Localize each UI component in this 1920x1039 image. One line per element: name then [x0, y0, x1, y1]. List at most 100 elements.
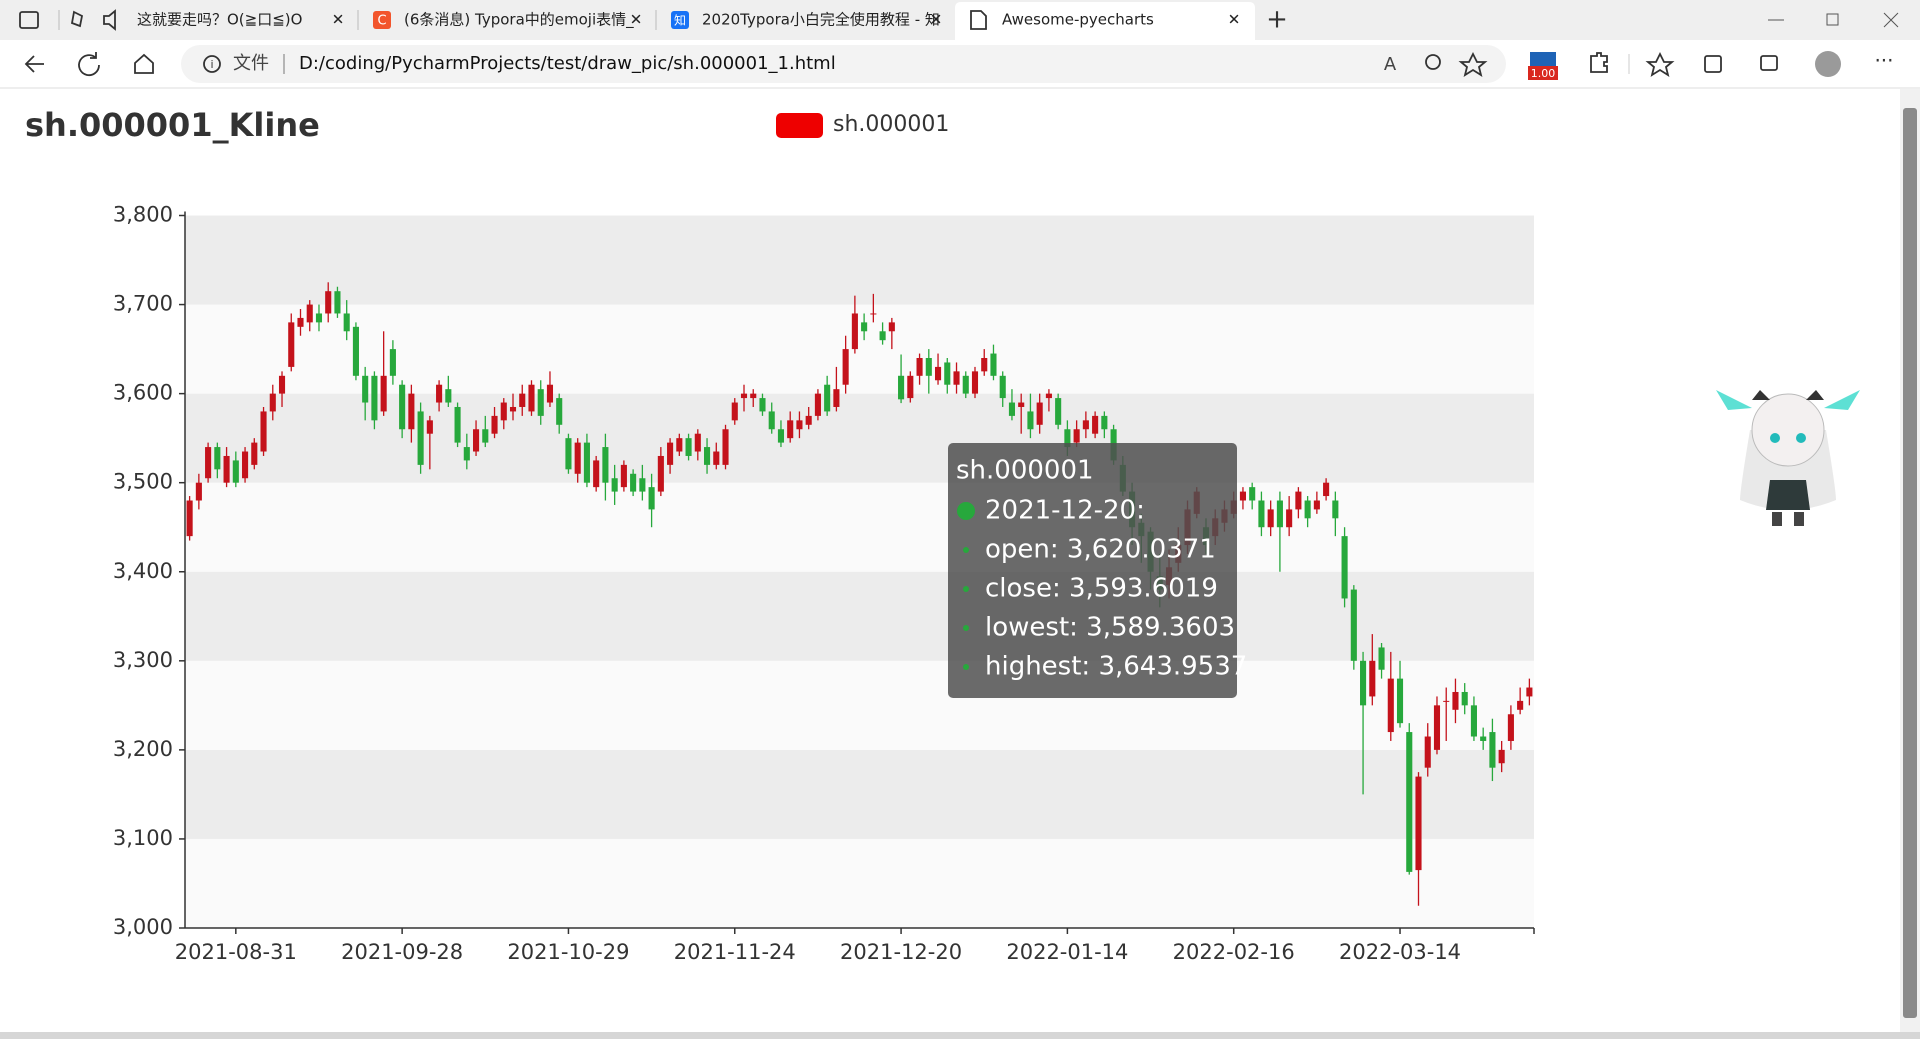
extension-badge: [1528, 66, 1558, 80]
candle-body: [833, 389, 840, 407]
candle-body: [648, 487, 655, 510]
candle-body: [1008, 402, 1016, 416]
candle-body: [814, 393, 821, 416]
candle-body: [1470, 705, 1477, 737]
candle-body: [740, 393, 748, 399]
back-button[interactable]: [24, 55, 44, 73]
candle-body: [639, 478, 646, 492]
candle-body: [630, 473, 637, 492]
candle-body: [1369, 660, 1376, 697]
candle-body: [297, 317, 304, 327]
new-tab[interactable]: +: [1266, 5, 1288, 35]
tab-title: Awesome-pyecharts: [1002, 11, 1154, 29]
tab-close[interactable]: ✕: [930, 11, 943, 29]
candle-body: [1323, 482, 1330, 497]
y-tick-label: 3,700: [113, 292, 173, 316]
tab-title: 2020Typora小白完全使用教程 - 知: [702, 11, 940, 29]
candle-body: [399, 384, 406, 430]
grid-band: [185, 838, 1534, 928]
candle-body: [750, 393, 757, 399]
candle-body: [611, 478, 618, 492]
tab-icon-letter: C: [377, 14, 386, 29]
site-info-icon[interactable]: [203, 55, 221, 73]
tab[interactable]: 知 2020Typora小白完全使用教程 - 知 ✕: [671, 11, 942, 30]
tab-close[interactable]: ✕: [1228, 11, 1241, 29]
tooltip-box: [948, 443, 1237, 698]
grid-band: [185, 571, 1534, 661]
read-aloud[interactable]: A: [1384, 54, 1397, 75]
restore[interactable]: [1826, 13, 1839, 26]
candle-body: [1350, 589, 1357, 661]
tab-icon: [671, 11, 689, 29]
collections-button[interactable]: [1704, 55, 1722, 73]
candle-body: [759, 398, 766, 412]
candle-body: [944, 362, 951, 385]
x-tick-label: 2022-03-14: [1339, 940, 1461, 964]
candle-body: [676, 438, 683, 452]
candle-body: [325, 291, 332, 314]
candle-body: [694, 433, 701, 452]
site-info-glyph: i: [210, 58, 213, 71]
tab-title: (6条消息) Typora中的emoji表情_: [404, 11, 634, 30]
y-tick-label: 3,200: [113, 737, 173, 761]
scrollbar-thumb[interactable]: [1903, 108, 1917, 1018]
candle-body: [1415, 776, 1422, 871]
candle-body: [657, 455, 664, 492]
candle-body: [602, 447, 609, 483]
candle-body: [1249, 487, 1256, 501]
candle-body: [722, 429, 729, 465]
candle-body: [981, 358, 988, 372]
audio-icon[interactable]: [103, 9, 116, 31]
candle-body: [824, 384, 831, 412]
tab-title: 这就要走吗？O(≧口≦)O: [137, 11, 302, 29]
tab[interactable]: C (6条消息) Typora中的emoji表情_ ✕: [373, 11, 642, 30]
candle-body: [879, 331, 886, 341]
favorite-button[interactable]: [1458, 51, 1488, 77]
candle-body: [888, 322, 895, 332]
candle-body: [1045, 393, 1052, 399]
tab-close[interactable]: ✕: [332, 11, 345, 29]
home-button[interactable]: [134, 53, 154, 74]
candle-body: [519, 393, 526, 407]
chart: sh.000001_Kline 3,000 3,100 3,200 3,300 3,40…: [25, 106, 1535, 964]
more-menu[interactable]: ···: [1874, 49, 1893, 73]
url[interactable]: D:/coding/PycharmProjects/test/draw_pic/…: [299, 53, 836, 74]
mascot[interactable]: [1716, 390, 1860, 526]
y-tick-label: 3,400: [113, 559, 173, 583]
x-tick-label: 2022-02-16: [1173, 940, 1295, 964]
candle-body: [1396, 678, 1404, 724]
candle-body: [861, 322, 868, 332]
extensions-button[interactable]: [1590, 52, 1608, 73]
tab-actions[interactable]: [19, 11, 39, 29]
candle-body: [768, 411, 775, 430]
tab-active[interactable]: Awesome-pyecharts ✕: [955, 2, 1255, 40]
status-strip: [0, 1032, 1920, 1039]
candle-body: [408, 393, 415, 430]
tab-background: [955, 2, 1255, 40]
candle-body: [685, 438, 692, 456]
candle-body: [454, 406, 461, 443]
profile-avatar[interactable]: [1815, 51, 1841, 77]
tooltip-item: open: 3,620.0371: [985, 535, 1216, 565]
zoom-icon[interactable]: [1425, 54, 1441, 70]
candle-body: [260, 411, 267, 452]
grid-band: [185, 393, 1534, 483]
candle-body: [242, 451, 249, 479]
candle-body: [528, 384, 535, 412]
tab-close[interactable]: ✕: [630, 11, 643, 29]
favorites-button[interactable]: [1645, 51, 1675, 77]
candle-body: [907, 375, 914, 399]
candle-body: [1082, 420, 1089, 430]
address-bar[interactable]: [181, 45, 1506, 83]
tooltip-bullet: [963, 547, 969, 553]
extension-icon[interactable]: [1530, 52, 1556, 68]
share-button[interactable]: [1760, 55, 1778, 71]
close-window[interactable]: [1883, 12, 1899, 28]
candle-body: [953, 371, 960, 385]
candle-body: [334, 291, 341, 314]
reload-button[interactable]: [78, 52, 100, 77]
grid-band: [185, 215, 1534, 305]
tab[interactable]: 这就要走吗？O(≧口≦)O ✕: [70, 9, 345, 31]
candle-body: [1295, 491, 1302, 510]
candle-body: [1239, 491, 1246, 501]
